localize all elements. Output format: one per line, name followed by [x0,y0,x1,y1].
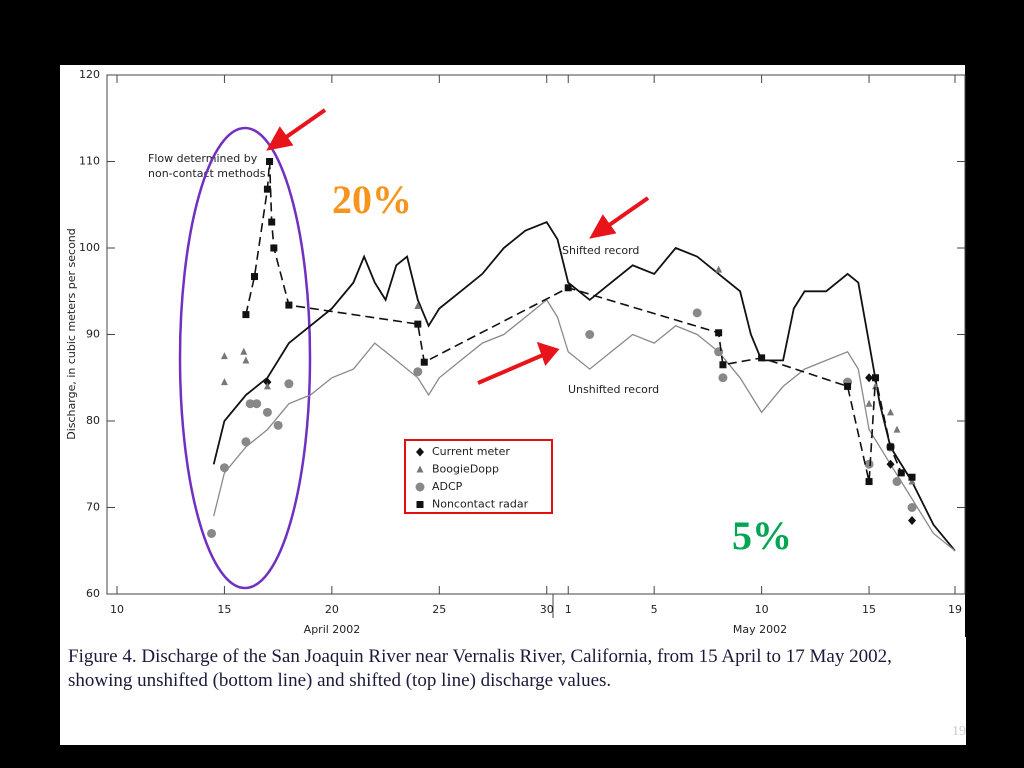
x-tick-label: 1 [565,603,572,616]
marker [714,347,724,357]
annotation: 20% [332,177,412,222]
marker [865,399,873,407]
marker [220,378,228,386]
marker [865,478,873,486]
marker [285,301,293,309]
marker [251,273,259,281]
legend-label: Current meter [432,445,510,458]
legend-label: ADCP [432,480,463,493]
x-tick-label: 15 [217,603,231,616]
y-tick-label: 110 [79,155,100,168]
legend [404,439,553,514]
y-tick-label: 80 [86,414,100,427]
marker [844,382,852,390]
marker [219,463,229,473]
marker [240,347,248,355]
legend-entry: Current meter [416,445,510,458]
marker [719,361,727,369]
y-axis-label: Discharge, in cubic meters per second [65,228,78,440]
x-tick-label: 19 [948,603,962,616]
legend-entry: Noncontact radar [416,498,529,511]
month-label: April 2002 [304,623,361,636]
y-tick-label: 120 [79,68,100,81]
x-tick-label: 20 [325,603,339,616]
marker [908,473,916,481]
chart-background [60,65,965,637]
marker [242,356,250,364]
marker [415,482,425,492]
marker [908,515,917,525]
y-tick-label: 100 [79,241,100,254]
marker [207,528,217,538]
marker [907,503,917,512]
marker [262,407,272,417]
marker [887,443,895,451]
marker [420,358,428,366]
x-tick-label: 30 [540,603,554,616]
legend-entry: BoogieDopp [416,463,499,476]
x-tick-label: 10 [110,603,124,616]
x-tick-label: 15 [862,603,876,616]
marker [715,329,723,337]
marker [908,477,916,485]
x-tick-label: 10 [755,603,769,616]
marker [413,367,423,377]
marker [897,469,905,477]
page-number: 19 [952,724,966,739]
marker [241,437,251,447]
marker [865,373,874,383]
marker [266,158,274,165]
marker [270,244,278,252]
marker [692,308,702,318]
marker [252,399,262,409]
marker [864,459,874,469]
marker [871,374,879,382]
data-line [212,220,956,552]
marker [416,501,424,508]
y-tick-label: 70 [86,501,100,514]
y-tick-label: 90 [86,328,100,341]
month-label: May 2002 [733,623,787,636]
data-line [213,298,956,552]
x-tick-label: 25 [432,603,446,616]
marker [892,477,902,487]
y-tick-label: 60 [86,587,100,600]
arrows [266,108,650,385]
marker [263,185,271,193]
marker [273,420,283,430]
marker [886,459,895,469]
highlight-ellipse [178,126,312,590]
marker [893,425,901,433]
marker [715,265,723,273]
marker [245,399,255,409]
marker [284,379,294,389]
marker [718,373,728,383]
marker [416,465,424,473]
marker [414,301,422,309]
annotation: Flow determined by [148,152,258,165]
marker [220,352,228,360]
legend-entry: ADCP [415,480,463,493]
marker [887,408,895,416]
marker [585,330,595,339]
marker [758,354,766,362]
marker [414,320,422,328]
x-tick-label: 5 [651,603,658,616]
marker [263,382,271,390]
marker [263,377,272,387]
marker [416,447,424,457]
annotation: 5% [732,513,792,558]
marker [268,218,276,226]
marker [242,311,250,319]
caption: Figure 4. Discharge of the San Joaquin R… [60,637,966,745]
marker [564,284,572,292]
legend-label: Noncontact radar [432,498,529,511]
annotation: Shifted record [562,244,639,257]
annotation: Unshifted record [568,383,659,396]
legend-label: BoogieDopp [432,463,499,476]
